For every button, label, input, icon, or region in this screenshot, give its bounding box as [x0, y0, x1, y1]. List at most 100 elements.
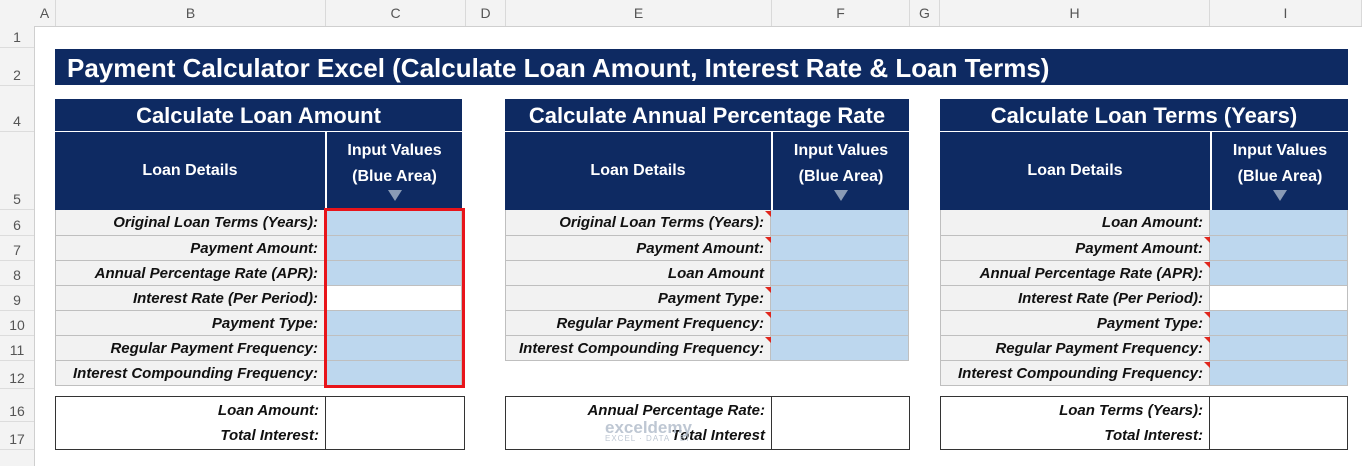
section-title: Calculate Loan Amount [55, 99, 462, 131]
column-header-d[interactable]: D [466, 0, 506, 26]
header-label: Input Values [793, 142, 889, 159]
row-header-6[interactable]: 6 [0, 210, 34, 236]
input-cell[interactable] [1210, 286, 1348, 311]
input-cell[interactable] [771, 286, 909, 311]
result-label: Loan Terms (Years): [940, 396, 1210, 423]
row-label: Original Loan Terms (Years): [505, 210, 771, 236]
row-header-2[interactable]: 2 [0, 48, 34, 86]
input-cell[interactable] [325, 286, 462, 311]
row-label: Original Loan Terms (Years): [55, 210, 325, 236]
comment-indicator-icon[interactable] [765, 337, 771, 343]
column-header-c[interactable]: C [326, 0, 466, 26]
row-label: Payment Amount: [505, 236, 771, 261]
row-header-10[interactable]: 10 [0, 311, 34, 336]
row-label: Regular Payment Frequency: [505, 311, 771, 336]
input-cell[interactable] [1210, 236, 1348, 261]
row-header-8[interactable]: 8 [0, 261, 34, 286]
comment-indicator-icon[interactable] [765, 211, 771, 217]
row-label: Regular Payment Frequency: [940, 336, 1210, 361]
result-cell[interactable] [772, 422, 910, 450]
select-all-corner[interactable] [0, 0, 35, 26]
row-label: Interest Rate (Per Period): [940, 286, 1210, 311]
input-cell[interactable] [1210, 261, 1348, 286]
column-header-i[interactable]: I [1210, 0, 1362, 26]
loan-details-header: Loan Details [505, 131, 771, 210]
row-header-4[interactable]: 4 [0, 86, 34, 132]
input-cell[interactable] [325, 311, 462, 336]
watermark-logo: exceldemy EXCEL · DATA · BI [605, 418, 692, 443]
comment-indicator-icon[interactable] [765, 312, 771, 318]
comment-indicator-icon[interactable] [1204, 237, 1210, 243]
input-cell[interactable] [771, 236, 909, 261]
result-cell[interactable] [326, 396, 465, 423]
result-cell[interactable] [1210, 396, 1348, 423]
input-cell[interactable] [1210, 210, 1348, 236]
input-cell[interactable] [325, 210, 462, 236]
watermark-subtext: EXCEL · DATA · BI [605, 434, 690, 443]
row-header-12[interactable]: 12 [0, 361, 34, 389]
section-title: Calculate Annual Percentage Rate [505, 99, 909, 131]
input-cell[interactable] [325, 261, 462, 286]
comment-indicator-icon[interactable] [1204, 362, 1210, 368]
row-label: Payment Type: [505, 286, 771, 311]
column-headers: A B C D E F G H I [34, 0, 1362, 27]
row-label: Interest Rate (Per Period): [55, 286, 325, 311]
loan-details-header: Loan Details [55, 131, 325, 210]
row-header-7[interactable]: 7 [0, 236, 34, 261]
column-header-a[interactable]: A [34, 0, 56, 26]
row-header-9[interactable]: 9 [0, 286, 34, 311]
column-header-e[interactable]: E [506, 0, 772, 26]
input-cell[interactable] [771, 311, 909, 336]
row-label: Payment Type: [940, 311, 1210, 336]
input-cell[interactable] [771, 210, 909, 236]
column-header-b[interactable]: B [56, 0, 326, 26]
column-header-g[interactable]: G [910, 0, 940, 26]
row-header-5[interactable]: 5 [0, 132, 34, 210]
row-label: Payment Amount: [55, 236, 325, 261]
header-label: Loan Details [590, 162, 686, 179]
input-cell[interactable] [325, 236, 462, 261]
input-cell[interactable] [771, 336, 909, 361]
comment-indicator-icon[interactable] [765, 287, 771, 293]
section-title: Calculate Loan Terms (Years) [940, 99, 1348, 131]
input-values-header: Input Values (Blue Area) [325, 131, 462, 210]
input-values-header: Input Values (Blue Area) [1210, 131, 1348, 210]
comment-indicator-icon[interactable] [1204, 312, 1210, 318]
row-header-11[interactable]: 11 [0, 336, 34, 361]
input-cell[interactable] [1210, 336, 1348, 361]
comment-indicator-icon[interactable] [765, 237, 771, 243]
header-label: Loan Details [1027, 162, 1123, 179]
triangle-down-icon [1273, 190, 1287, 201]
input-cell[interactable] [1210, 311, 1348, 336]
input-cell[interactable] [325, 361, 462, 386]
input-cell[interactable] [771, 261, 909, 286]
row-label: Interest Compounding Frequency: [940, 361, 1210, 386]
row-header-16[interactable]: 16 [0, 389, 34, 422]
triangle-down-icon [387, 190, 402, 201]
input-cell[interactable] [325, 336, 462, 361]
header-label: Input Values [347, 142, 442, 159]
row-header-1[interactable]: 1 [0, 26, 34, 48]
comment-indicator-icon[interactable] [1204, 262, 1210, 268]
comment-indicator-icon[interactable] [1204, 337, 1210, 343]
result-label: Total Interest [505, 422, 772, 450]
result-cell[interactable] [772, 396, 910, 423]
result-cell[interactable] [1210, 422, 1348, 450]
row-label: Payment Amount: [940, 236, 1210, 261]
input-cell[interactable] [1210, 361, 1348, 386]
result-label: Total Interest: [940, 422, 1210, 450]
header-label: (Blue Area) [1237, 168, 1323, 185]
row-header-17[interactable]: 17 [0, 422, 34, 450]
row-label: Interest Compounding Frequency: [55, 361, 325, 386]
column-header-f[interactable]: F [772, 0, 910, 26]
row-label: Loan Amount: [940, 210, 1210, 236]
triangle-down-icon [834, 190, 848, 201]
loan-details-header: Loan Details [940, 131, 1210, 210]
row-label: Annual Percentage Rate (APR): [55, 261, 325, 286]
row-label: Regular Payment Frequency: [55, 336, 325, 361]
row-label: Payment Type: [55, 311, 325, 336]
result-cell[interactable] [326, 422, 465, 450]
input-values-header: Input Values (Blue Area) [771, 131, 909, 210]
column-header-h[interactable]: H [940, 0, 1210, 26]
header-label: (Blue Area) [798, 168, 884, 185]
